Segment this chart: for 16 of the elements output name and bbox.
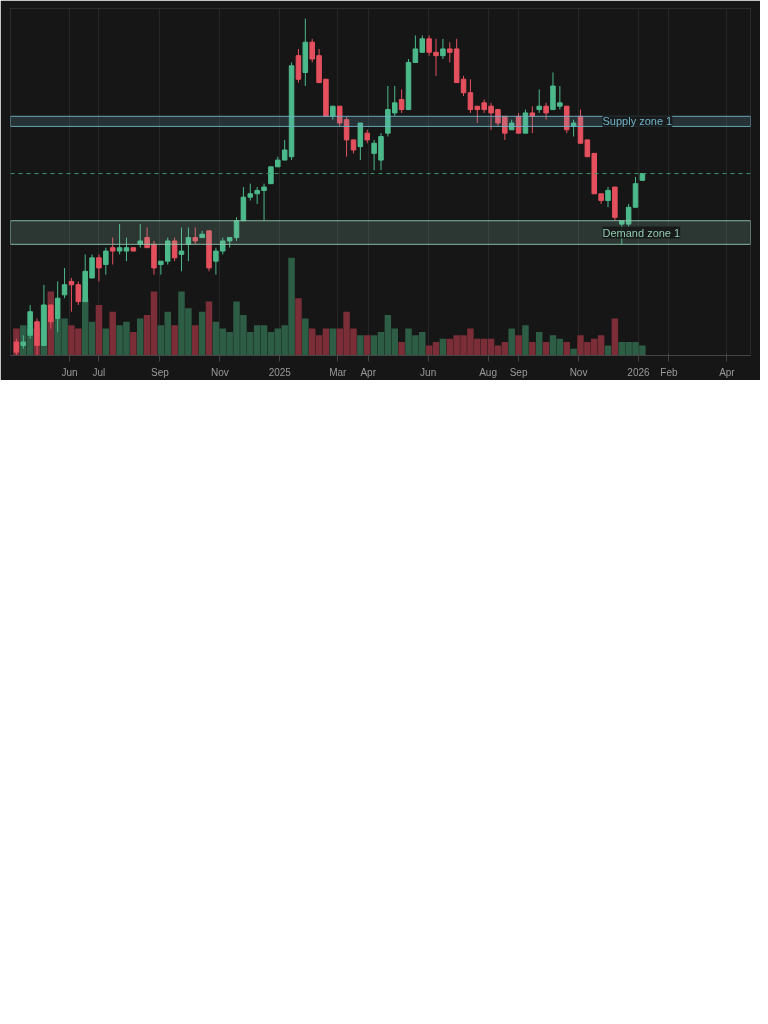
x-tick-label: Jun <box>61 366 78 378</box>
band-label: Supply zone 1 <box>602 115 673 128</box>
x-tick-label: Feb <box>660 366 678 378</box>
x-tick-label: Jul <box>92 366 106 378</box>
x-tick-label: Mar <box>329 366 348 378</box>
x-tick-label: 2025 <box>268 366 292 378</box>
x-tick-label: Apr <box>360 366 377 378</box>
x-tick-label: Nov <box>569 366 588 378</box>
x-tick-label: Apr <box>719 366 736 378</box>
x-tick-label: Jun <box>420 366 437 378</box>
band-label: Demand zone 1 <box>602 226 681 239</box>
x-tick-label: Nov <box>210 366 229 378</box>
x-tick-label: Sep <box>150 366 170 378</box>
x-tick-label: Aug <box>479 366 498 378</box>
x-tick-label: Sep <box>509 366 528 378</box>
x-tick-label: 2026 <box>627 366 651 378</box>
